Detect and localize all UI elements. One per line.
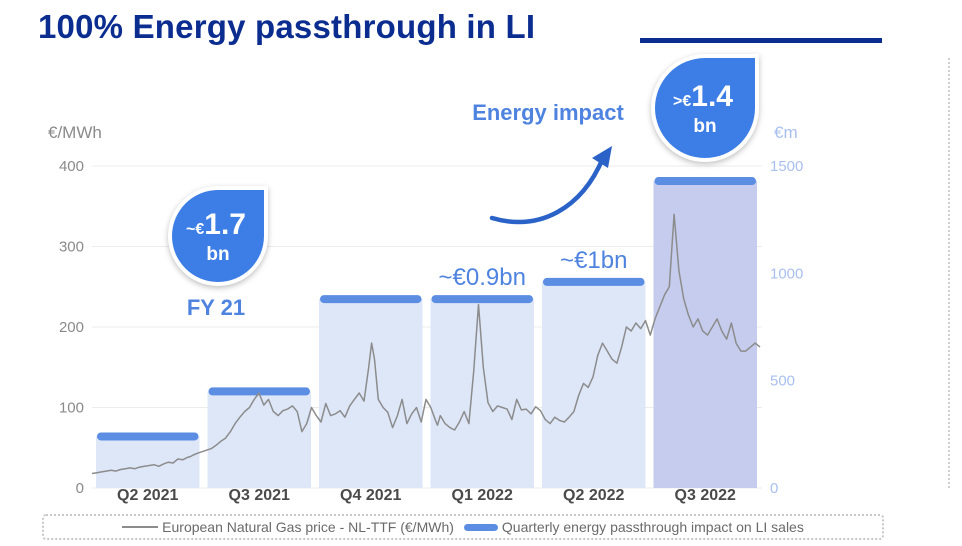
x-tick-label: Q1 2022 <box>452 487 513 504</box>
bar-data-label: ~€0.9bn <box>439 264 526 291</box>
bar-cap <box>320 295 422 304</box>
bubble-value: ~€1.7 <box>186 208 246 241</box>
gas-price-line <box>91 213 761 475</box>
q3-2022-bubble: >€1.4 bn <box>651 54 759 162</box>
fy21-label: FY 21 <box>187 295 245 320</box>
x-tick-label: Q4 2021 <box>340 487 401 504</box>
bubble-fill <box>172 190 264 282</box>
bubble-unit: bn <box>693 116 716 137</box>
bar <box>430 299 534 488</box>
legend-bar-swatch <box>463 523 498 531</box>
legend-label-gas-price: European Natural Gas price - NL-TTF (€/M… <box>162 519 454 535</box>
title-underline <box>640 38 882 43</box>
y-right-tick-label: 1000 <box>770 265 803 282</box>
bar-cap <box>654 177 756 186</box>
y-left-tick-label: 300 <box>59 239 84 256</box>
bubble-prefix: >€ <box>673 93 691 110</box>
bubble-number: 1.4 <box>691 80 733 113</box>
legend-label-passthrough: Quarterly energy passthrough impact on L… <box>501 519 804 535</box>
impact-arrow-shaft <box>489 155 606 225</box>
bubble-number: 1.7 <box>204 208 246 241</box>
bubble-unit: bn <box>206 244 229 265</box>
bubble-prefix: ~€ <box>186 221 204 238</box>
bar <box>319 299 423 488</box>
chart-legend: European Natural Gas price - NL-TTF (€/M… <box>42 514 884 540</box>
bubble-value: >€1.4 <box>673 80 733 113</box>
energy-impact-label: Energy impact <box>472 100 624 125</box>
y-left-tick-label: 100 <box>59 400 84 417</box>
y-left-tick-label: 0 <box>76 480 84 497</box>
y-left-tick-label: 200 <box>59 319 84 336</box>
dotted-divider <box>948 58 950 488</box>
energy-chart: 0 100 200 300 400 €/MWh 0 500 1000 1500 €m Q2 2021 Q… <box>48 54 804 504</box>
bar <box>542 281 646 488</box>
y-right-tick-label: 500 <box>770 373 795 390</box>
y-right-tick-label: 0 <box>770 480 778 497</box>
bar-cap <box>431 295 533 304</box>
impact-arrow-head <box>592 146 612 168</box>
legend-item-gas-price: European Natural Gas price - NL-TTF (€/M… <box>122 519 454 535</box>
legend-line-swatch <box>122 526 159 528</box>
x-tick-label: Q2 2021 <box>117 487 178 504</box>
bar-data-label: ~€1bn <box>560 247 627 274</box>
legend-item-passthrough: Quarterly energy passthrough impact on L… <box>463 519 804 535</box>
fy21-bubble: ~€1.7 bn <box>168 186 268 286</box>
bar <box>653 181 757 488</box>
bubble-fill <box>655 58 755 158</box>
bar-cap <box>543 277 645 286</box>
x-tick-label: Q3 2022 <box>675 487 736 504</box>
bar-cap <box>97 432 199 441</box>
y-right-tick-label: 1500 <box>770 158 803 175</box>
y-left-axis-label: €/MWh <box>48 123 102 142</box>
x-tick-label: Q3 2021 <box>229 487 290 504</box>
y-left-tick-label: 400 <box>59 158 84 175</box>
bar-cap <box>208 387 310 396</box>
x-tick-label: Q2 2022 <box>563 487 624 504</box>
bar <box>96 436 200 488</box>
page-title: 100% Energy passthrough in LI <box>38 8 536 45</box>
y-right-axis-label: €m <box>774 123 798 142</box>
